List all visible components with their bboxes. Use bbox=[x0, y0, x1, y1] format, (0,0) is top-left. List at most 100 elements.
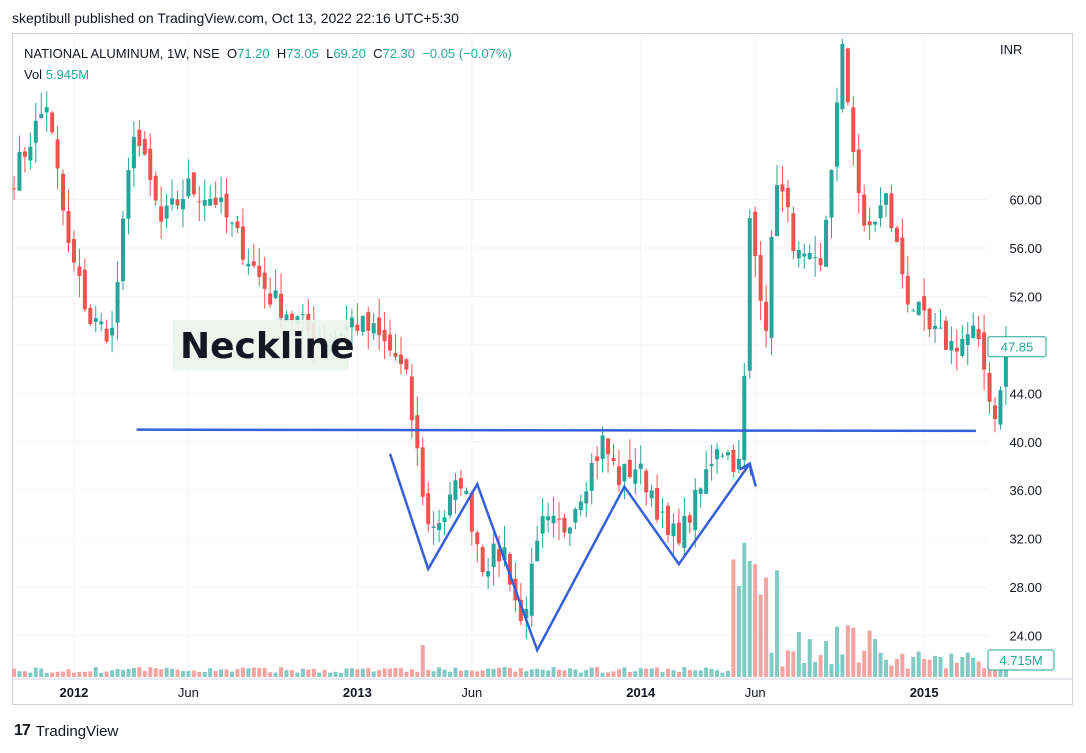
volume-bar bbox=[687, 669, 692, 677]
grid-lines bbox=[13, 36, 988, 678]
candle-body bbox=[28, 146, 33, 161]
volume-bar bbox=[764, 577, 769, 677]
volume-bar bbox=[366, 668, 371, 677]
volume-bar bbox=[785, 650, 790, 677]
volume-bar bbox=[148, 667, 153, 677]
chart-frame[interactable] bbox=[12, 33, 1073, 705]
candle-body bbox=[971, 325, 976, 338]
candle-body bbox=[131, 136, 136, 169]
volume-bar bbox=[426, 670, 431, 677]
volume-bar bbox=[573, 669, 578, 677]
volume-bar bbox=[900, 653, 905, 677]
volume-bar bbox=[584, 669, 589, 677]
candle-body bbox=[535, 540, 540, 562]
candle-body bbox=[753, 211, 758, 257]
candle-body bbox=[747, 218, 752, 371]
candle-body bbox=[922, 296, 927, 311]
volume-bar bbox=[982, 668, 987, 677]
candle-body bbox=[562, 517, 567, 533]
volume-bar bbox=[562, 670, 567, 677]
candle-body bbox=[851, 107, 856, 153]
candle-body bbox=[693, 489, 698, 530]
candle-body bbox=[426, 493, 431, 525]
candle-body bbox=[213, 197, 218, 205]
volume-bar bbox=[676, 671, 681, 677]
candle-body bbox=[382, 329, 387, 342]
volume-bar bbox=[431, 671, 436, 677]
volume-bar bbox=[349, 668, 354, 677]
volume-bar bbox=[262, 667, 267, 677]
low-value: 69.20 bbox=[333, 46, 366, 61]
open-label: O bbox=[227, 46, 238, 61]
volume-bar bbox=[655, 667, 660, 677]
volume-bar bbox=[66, 668, 71, 677]
candle-body bbox=[551, 515, 556, 524]
volume-bar bbox=[180, 670, 185, 677]
open-value: 71.20 bbox=[237, 46, 270, 61]
candle-body bbox=[600, 435, 605, 459]
candle-body bbox=[415, 415, 420, 449]
volume-bar bbox=[448, 671, 452, 677]
candle-body bbox=[796, 249, 801, 259]
volume-bar bbox=[12, 668, 16, 677]
volume-bar bbox=[104, 671, 109, 677]
volume-bar bbox=[802, 662, 807, 677]
volume-bar bbox=[415, 671, 420, 677]
candle-body bbox=[115, 282, 120, 323]
volume-bar bbox=[873, 639, 878, 677]
candle-body bbox=[137, 129, 142, 146]
volume-bar bbox=[627, 671, 632, 677]
volume-bar bbox=[110, 670, 115, 677]
volume-bar bbox=[71, 672, 76, 677]
x-tick-label: 2013 bbox=[343, 685, 372, 700]
candle-body bbox=[704, 469, 709, 494]
candle-body bbox=[764, 301, 769, 332]
candle-body bbox=[845, 48, 850, 103]
footer[interactable]: 17 TradingView bbox=[14, 722, 118, 740]
candle-body bbox=[557, 518, 561, 520]
candle-body bbox=[110, 327, 115, 336]
volume-bar bbox=[818, 655, 823, 677]
volume-bar bbox=[219, 669, 224, 677]
volume-value: 5.945M bbox=[45, 67, 90, 82]
candle-body bbox=[219, 197, 224, 202]
candle-body bbox=[987, 372, 992, 402]
candle-body bbox=[104, 328, 109, 342]
volume-bar bbox=[453, 667, 458, 677]
candle-body bbox=[884, 193, 888, 205]
volume-bar bbox=[693, 670, 698, 677]
volume-bar bbox=[616, 669, 621, 677]
volume-bar bbox=[567, 668, 572, 677]
candle-body bbox=[82, 269, 87, 310]
candle-body bbox=[491, 543, 496, 568]
x-tick-label: Jun bbox=[178, 685, 199, 700]
volume-bar bbox=[589, 667, 594, 677]
candle-body bbox=[540, 516, 545, 534]
volume-bar bbox=[671, 670, 676, 677]
volume-bar bbox=[638, 668, 643, 677]
volume-bar bbox=[44, 672, 49, 677]
candle-body bbox=[698, 488, 703, 495]
candle-body bbox=[251, 261, 256, 266]
volume-bar bbox=[39, 668, 44, 677]
volume-bar bbox=[77, 672, 82, 677]
candle-body bbox=[889, 193, 894, 229]
candle-body bbox=[22, 151, 27, 157]
volume-bar bbox=[230, 671, 234, 677]
candle-body bbox=[595, 456, 600, 462]
volume-bar bbox=[824, 640, 829, 677]
candle-body bbox=[943, 320, 948, 350]
volume-bar bbox=[933, 655, 938, 677]
candle-body bbox=[469, 492, 474, 532]
volume-bar bbox=[235, 669, 240, 677]
candle-body bbox=[687, 515, 692, 523]
volume-bar bbox=[197, 671, 202, 677]
volume-bar bbox=[93, 667, 98, 677]
volume-bar bbox=[175, 669, 180, 677]
volume-bar bbox=[99, 672, 104, 677]
volume-bar bbox=[949, 653, 954, 677]
candle-body bbox=[671, 523, 676, 537]
candle-body bbox=[834, 102, 839, 167]
candle-body bbox=[355, 324, 360, 331]
